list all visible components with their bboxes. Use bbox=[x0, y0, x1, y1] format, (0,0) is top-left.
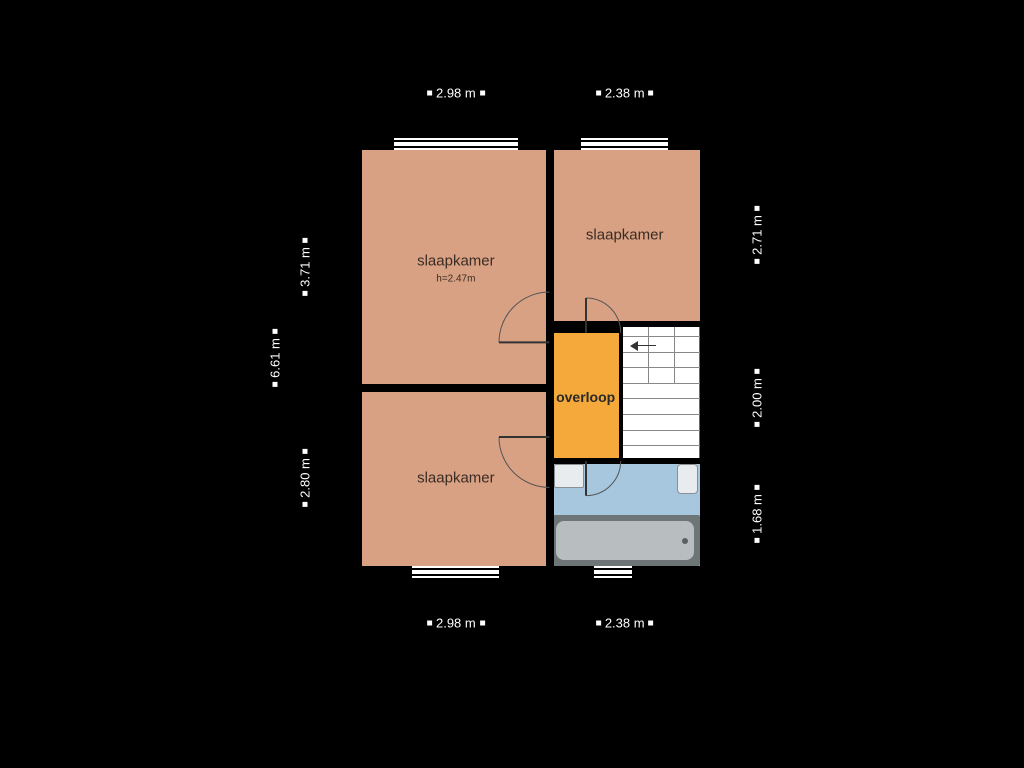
bath-toilet bbox=[677, 464, 698, 494]
dim-dot bbox=[754, 259, 759, 264]
dim-dot bbox=[273, 329, 278, 334]
dim-text: 2.98 m bbox=[436, 616, 476, 631]
window-frame bbox=[394, 140, 519, 142]
bath-tub-faucet bbox=[682, 538, 688, 544]
window-frame bbox=[581, 140, 668, 142]
dim-dot bbox=[649, 91, 654, 96]
dim-dot bbox=[480, 91, 485, 96]
dimension-label: 3.71 m bbox=[298, 238, 313, 296]
door-arc bbox=[584, 459, 657, 532]
dim-dot bbox=[480, 621, 485, 626]
window-frame bbox=[594, 574, 632, 576]
dimension-label: 2.80 m bbox=[298, 449, 313, 507]
outer-wall-left bbox=[350, 138, 362, 578]
dimension-label: 2.98 m bbox=[427, 616, 485, 631]
dim-dot bbox=[754, 369, 759, 374]
dim-dot bbox=[754, 421, 759, 426]
window-frame bbox=[412, 568, 499, 570]
dim-dot bbox=[754, 485, 759, 490]
dim-text: 3.71 m bbox=[298, 247, 313, 287]
stair-step bbox=[622, 398, 700, 399]
dimension-label: 2.98 m bbox=[427, 86, 485, 101]
dimension-label: 1.68 m bbox=[749, 485, 764, 543]
dim-text: 2.71 m bbox=[749, 215, 764, 255]
dimension-label: 2.71 m bbox=[749, 206, 764, 264]
dim-text: 2.98 m bbox=[436, 86, 476, 101]
stair-step bbox=[622, 430, 700, 431]
dim-text: 6.61 m bbox=[268, 338, 283, 378]
stair-step bbox=[674, 321, 675, 384]
dim-dot bbox=[596, 621, 601, 626]
dim-text: 1.68 m bbox=[749, 494, 764, 534]
dim-dot bbox=[303, 449, 308, 454]
stair-step bbox=[622, 445, 700, 446]
dim-dot bbox=[273, 382, 278, 387]
dimension-label: 2.38 m bbox=[596, 616, 654, 631]
dim-dot bbox=[427, 91, 432, 96]
door-arc bbox=[584, 296, 657, 369]
dim-text: 2.38 m bbox=[605, 616, 645, 631]
dim-text: 2.00 m bbox=[749, 378, 764, 418]
dim-dot bbox=[303, 291, 308, 296]
window-frame bbox=[581, 146, 668, 148]
dim-dot bbox=[649, 621, 654, 626]
stair-step bbox=[622, 414, 700, 415]
dim-text: 2.38 m bbox=[605, 86, 645, 101]
stair-step bbox=[622, 383, 700, 384]
dim-dot bbox=[427, 621, 432, 626]
dimension-label: 6.61 m bbox=[268, 329, 283, 387]
room-sublabel-bedroom_nw: h=2.47m bbox=[436, 273, 475, 284]
dim-dot bbox=[754, 206, 759, 211]
dim-dot bbox=[754, 537, 759, 542]
room-label-bedroom_ne: slaapkamer bbox=[586, 227, 664, 244]
dimension-label: 2.38 m bbox=[596, 86, 654, 101]
outer-wall-bottom bbox=[350, 566, 712, 578]
window-frame bbox=[412, 574, 499, 576]
window-frame bbox=[594, 568, 632, 570]
dim-dot bbox=[303, 238, 308, 243]
room-label-bedroom_nw: slaapkamer bbox=[417, 252, 495, 269]
dim-dot bbox=[303, 502, 308, 507]
window-frame bbox=[394, 146, 519, 148]
dim-text: 2.80 m bbox=[298, 458, 313, 498]
dim-dot bbox=[596, 91, 601, 96]
dimension-label: 2.00 m bbox=[749, 369, 764, 427]
room-label-bedroom_sw: slaapkamer bbox=[417, 470, 495, 487]
outer-wall-right bbox=[700, 138, 712, 578]
